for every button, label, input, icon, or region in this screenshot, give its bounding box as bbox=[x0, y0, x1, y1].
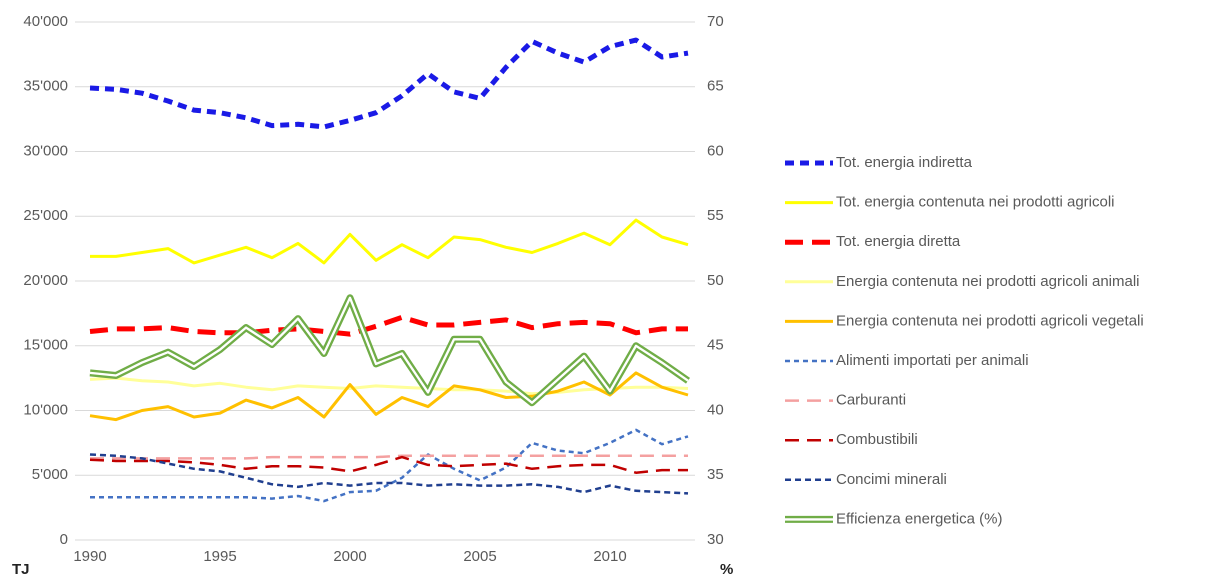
legend-label: Energia contenuta nei prodotti agricoli … bbox=[836, 312, 1144, 329]
legend-label: Energia contenuta nei prodotti agricoli … bbox=[836, 273, 1140, 290]
legend-label: Combustibili bbox=[836, 431, 918, 448]
legend-label: Efficienza energetica (%) bbox=[836, 510, 1002, 527]
y-tick-label: 15'000 bbox=[23, 337, 68, 354]
y2-tick-label: 50 bbox=[707, 272, 724, 289]
x-tick-label: 1990 bbox=[73, 548, 106, 565]
series-line bbox=[89, 371, 689, 422]
legend-label: Carburanti bbox=[836, 392, 906, 409]
y-tick-label: 30'000 bbox=[23, 142, 68, 159]
x-tick-label: 2005 bbox=[463, 548, 496, 565]
series-line bbox=[90, 454, 688, 460]
y-tick-label: 10'000 bbox=[23, 401, 68, 418]
y-tick-label: 0 bbox=[60, 531, 68, 548]
y2-tick-label: 35 bbox=[707, 466, 724, 483]
y2-tick-label: 70 bbox=[707, 13, 724, 30]
y2-tick-label: 60 bbox=[707, 142, 724, 159]
y2-tick-label: 40 bbox=[707, 401, 724, 418]
y2-tick-label: 30 bbox=[707, 531, 724, 548]
y-tick-label: 25'000 bbox=[23, 207, 68, 224]
series-line-inner bbox=[89, 296, 689, 404]
y2-tick-label: 55 bbox=[707, 207, 724, 224]
series-line bbox=[90, 428, 689, 503]
y-tick-label: 5'000 bbox=[32, 466, 68, 483]
series-line bbox=[89, 314, 688, 337]
series-line bbox=[89, 453, 689, 495]
series-line bbox=[89, 37, 689, 130]
series-line bbox=[90, 218, 689, 265]
y2-tick-label: 45 bbox=[707, 337, 724, 354]
series-line bbox=[89, 455, 688, 474]
x-tick-label: 2010 bbox=[593, 548, 626, 565]
x-tick-label: 1995 bbox=[203, 548, 236, 565]
legend-label: Concimi minerali bbox=[836, 471, 947, 488]
series-line bbox=[89, 376, 689, 396]
legend-label: Tot. energia diretta bbox=[836, 233, 961, 250]
y2-tick-label: 65 bbox=[707, 78, 724, 95]
y-tick-label: 35'000 bbox=[23, 78, 68, 95]
y2-axis-label: % bbox=[720, 561, 733, 575]
y-axis-label: TJ bbox=[12, 561, 30, 575]
legend-label: Alimenti importati per animali bbox=[836, 352, 1029, 369]
x-tick-label: 2000 bbox=[333, 548, 366, 565]
legend-label: Tot. energia contenuta nei prodotti agri… bbox=[836, 194, 1115, 211]
y-tick-label: 20'000 bbox=[23, 272, 68, 289]
legend-label: Tot. energia indiretta bbox=[836, 154, 973, 171]
y-tick-label: 40'000 bbox=[23, 13, 68, 30]
